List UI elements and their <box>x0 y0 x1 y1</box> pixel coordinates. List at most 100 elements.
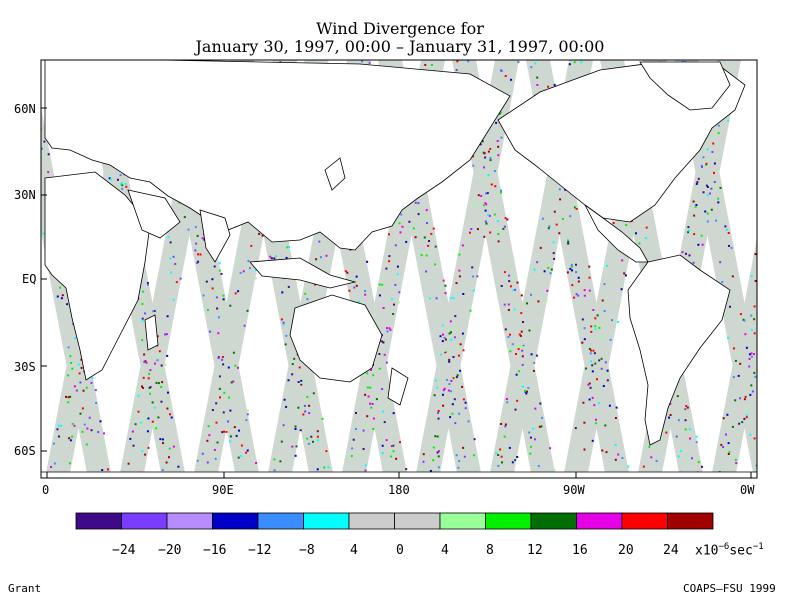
speck <box>515 373 518 376</box>
speck <box>52 442 55 445</box>
speck <box>753 437 756 440</box>
speck <box>157 354 160 357</box>
speck <box>142 376 145 379</box>
speck <box>587 383 590 386</box>
speck <box>753 305 756 308</box>
colorbar-swatch <box>530 512 577 530</box>
speck <box>530 293 532 296</box>
speck <box>631 232 634 235</box>
speck <box>669 402 672 405</box>
speck <box>221 431 224 434</box>
speck <box>472 289 475 292</box>
speck <box>125 185 128 188</box>
speck <box>474 153 477 156</box>
speck <box>374 321 377 324</box>
speck <box>739 313 742 316</box>
speck <box>621 259 624 262</box>
speck <box>457 466 460 469</box>
speck <box>675 437 678 440</box>
speck <box>227 366 230 369</box>
speck <box>394 244 397 247</box>
speck <box>700 234 703 237</box>
speck <box>80 366 83 369</box>
speck <box>400 213 403 216</box>
speck <box>588 265 591 268</box>
speck <box>423 218 426 221</box>
colorbar-label: 0 <box>396 543 404 558</box>
speck <box>243 324 246 327</box>
speck <box>733 347 735 350</box>
speck <box>477 194 480 197</box>
speck <box>444 292 447 295</box>
speck <box>65 395 67 398</box>
speck <box>388 327 391 330</box>
speck <box>522 385 525 388</box>
speck <box>103 432 105 435</box>
speck <box>80 358 83 361</box>
speck <box>524 389 527 392</box>
speck <box>796 77 798 79</box>
speck <box>765 470 767 472</box>
speck <box>280 440 283 443</box>
speck <box>147 446 150 449</box>
speck <box>141 385 143 388</box>
speck <box>533 361 536 364</box>
speck <box>520 330 523 333</box>
speck <box>205 280 208 283</box>
speck <box>685 405 688 408</box>
colorbar-label: −8 <box>299 543 315 558</box>
speck <box>314 283 317 286</box>
speck <box>511 343 514 346</box>
speck <box>627 465 630 468</box>
speck <box>172 445 175 448</box>
speck <box>141 303 144 305</box>
speck <box>29 97 31 99</box>
speck <box>729 305 731 308</box>
speck <box>476 275 479 278</box>
colorbar-swatch <box>303 512 350 530</box>
speck <box>425 270 428 273</box>
chart-title-line-1: Wind Divergence for <box>316 19 484 38</box>
speck <box>734 359 737 362</box>
speck <box>469 309 472 312</box>
speck <box>285 334 288 337</box>
speck <box>503 271 506 274</box>
speck <box>90 381 93 384</box>
map-area <box>29 60 799 478</box>
speck <box>497 464 500 467</box>
speck <box>553 469 556 472</box>
speck <box>194 226 197 229</box>
speck <box>303 404 306 407</box>
chart-title-line-2: January 30, 1997, 00:00 – January 31, 19… <box>195 37 605 56</box>
colorbar <box>75 512 714 530</box>
speck <box>688 254 691 257</box>
speck <box>456 374 459 377</box>
speck <box>797 134 799 136</box>
speck <box>569 215 572 218</box>
speck <box>234 364 237 367</box>
speck <box>686 406 689 409</box>
speck <box>371 402 374 405</box>
speck <box>152 310 155 313</box>
speck <box>172 255 175 258</box>
speck <box>522 321 524 323</box>
speck <box>427 244 430 247</box>
speck <box>748 365 751 368</box>
speck <box>285 405 288 408</box>
speck <box>161 469 164 471</box>
speck <box>144 360 147 363</box>
speck <box>127 462 130 465</box>
speck <box>79 381 82 384</box>
colorbar-swatch <box>667 512 714 530</box>
speck <box>697 177 700 180</box>
speck <box>705 184 708 187</box>
eurasia <box>44 60 511 251</box>
speck <box>97 431 100 434</box>
speck <box>573 61 576 64</box>
speck <box>520 312 523 315</box>
speck <box>721 281 724 283</box>
speck <box>121 187 124 190</box>
speck <box>468 464 471 467</box>
speck <box>281 291 284 294</box>
speck <box>172 298 175 301</box>
